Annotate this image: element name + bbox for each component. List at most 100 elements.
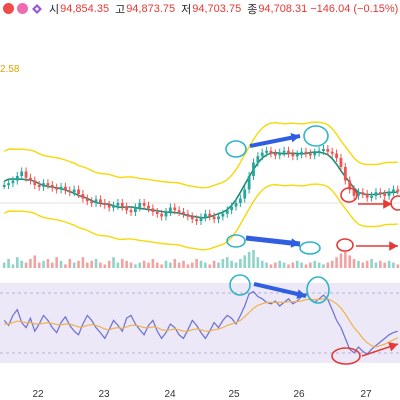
volume-bar <box>221 259 225 268</box>
candle-body <box>77 189 80 194</box>
x-axis-label-27: 27 <box>360 389 372 400</box>
candle-body <box>352 189 356 196</box>
candle-body <box>81 194 85 199</box>
annotation-arrow-rsi <box>253 282 307 298</box>
candle-body <box>247 176 251 190</box>
candle-body <box>177 210 181 213</box>
annotation-arrow-red-price-head <box>383 199 392 209</box>
x-axis-label-24: 24 <box>164 389 176 400</box>
volume-bar <box>335 257 338 268</box>
candle-body <box>387 192 391 196</box>
volume-bar <box>134 264 137 268</box>
candle-body <box>357 192 360 196</box>
x-axis-label-23: 23 <box>98 389 110 400</box>
volume-bar <box>85 262 89 268</box>
candle-body <box>46 183 50 186</box>
candle-body <box>195 219 199 222</box>
candle-body <box>370 195 373 198</box>
candle-body <box>282 150 286 153</box>
volume-bar <box>225 257 229 268</box>
candle-body <box>392 189 395 193</box>
close-label: 종 <box>247 3 258 16</box>
open-label: 시 <box>49 3 60 16</box>
volume-bar <box>33 255 37 268</box>
candle-body <box>383 194 387 196</box>
candle-body <box>199 217 203 221</box>
annotation-circle-top-left <box>225 140 247 158</box>
candle-body <box>378 192 382 195</box>
rsi-line <box>3 290 398 355</box>
candle-body <box>94 199 98 203</box>
candle-body <box>37 185 41 187</box>
candle-body <box>120 203 124 207</box>
close-value: 94,708.31 <box>258 2 308 15</box>
volume-bar <box>169 262 172 268</box>
candle-body <box>269 150 273 154</box>
volume-bar <box>309 262 312 268</box>
volume-bar <box>313 260 317 268</box>
candle-body <box>295 154 299 157</box>
bollinger-lower-line <box>3 183 398 251</box>
volume-bar <box>212 260 216 268</box>
volume-bar <box>107 260 111 268</box>
volume-bar <box>81 257 85 268</box>
volume-bar <box>173 259 177 268</box>
candle-body <box>326 149 330 152</box>
volume-bar <box>182 260 185 268</box>
candle-body <box>72 189 76 193</box>
volume-bar <box>24 262 28 268</box>
candle-body <box>396 189 400 192</box>
volume-bar <box>199 260 203 268</box>
annotation-arrow-top-head <box>290 133 300 143</box>
annotation-arrow-rsi-head <box>296 289 306 299</box>
candle-body <box>133 207 137 212</box>
candle-body <box>343 167 347 181</box>
volume-bar <box>365 260 369 268</box>
volume-bar <box>164 260 168 268</box>
candle-body <box>212 216 216 220</box>
candle-body <box>147 205 150 209</box>
candle-body <box>260 152 264 157</box>
pink-circle-icon[interactable] <box>17 3 28 14</box>
volume-bar <box>361 262 365 268</box>
candle-body <box>151 208 155 212</box>
volume-bar <box>72 262 76 268</box>
candle-body <box>33 180 37 185</box>
candle-body <box>278 152 282 156</box>
candle-body <box>304 151 308 154</box>
volume-bar <box>155 262 159 268</box>
bollinger-basis-line <box>3 151 398 219</box>
volume-bar <box>11 264 15 268</box>
volume-bar <box>186 264 190 268</box>
candle-body <box>173 207 177 211</box>
candle-body <box>99 199 102 203</box>
volume-bar <box>120 259 124 268</box>
red-circle-icon[interactable] <box>3 3 14 14</box>
open-value: 94,854.35 <box>60 2 110 15</box>
candle-body <box>2 185 6 187</box>
candle-body <box>225 210 229 214</box>
candle-body <box>208 213 212 217</box>
share-icon[interactable] <box>31 2 43 15</box>
candle-body <box>238 198 242 203</box>
volume-bar <box>348 255 352 268</box>
candle-body <box>142 203 146 206</box>
candle-body <box>243 189 247 199</box>
candle-body <box>252 162 255 176</box>
annotation-arrow-volume-head <box>290 238 300 248</box>
volume-bar <box>195 259 198 268</box>
annotation-arrow-volume <box>245 235 301 247</box>
annotation-arrow-red-rsi-head <box>388 342 398 352</box>
x-axis-label-26: 26 <box>293 389 305 400</box>
candle-body <box>90 201 94 204</box>
candle-body <box>103 203 107 205</box>
volume-bar <box>274 262 277 268</box>
candle-body <box>335 153 338 158</box>
volume-bar <box>16 257 19 268</box>
annotation-circle-red-price-left <box>340 187 358 203</box>
candle-body <box>68 190 72 193</box>
volume-bar <box>190 262 194 268</box>
annotation-circle-volume-right <box>299 241 321 255</box>
volume-bar <box>142 260 146 268</box>
